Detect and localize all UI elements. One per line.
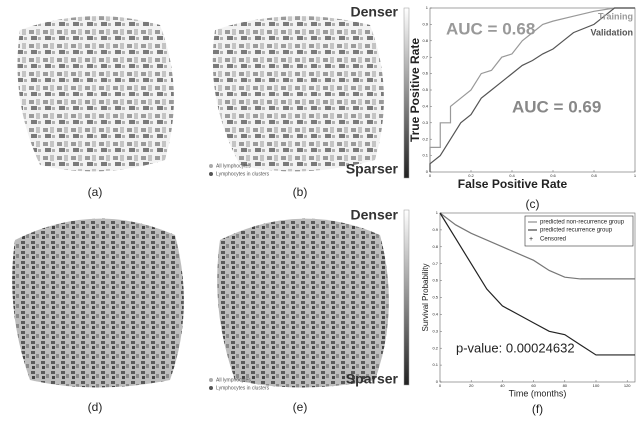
legend-text: Lymphocytes in clusters xyxy=(216,385,270,391)
legend-text: Censored xyxy=(540,237,566,243)
panel-label: (c) xyxy=(526,197,540,211)
y-tick-label: 0.3 xyxy=(422,120,428,125)
colorbar xyxy=(403,209,410,386)
x-tick-label: 1 xyxy=(634,173,637,178)
panel-label: (a) xyxy=(88,185,103,199)
y-tick-label: 0.8 xyxy=(432,244,438,249)
y-tick-label: 0.5 xyxy=(422,87,428,92)
y-tick-label: 0.9 xyxy=(432,227,438,232)
tissue-a xyxy=(17,16,174,172)
x-tick-label: 0.4 xyxy=(509,173,515,178)
annotation: p-value: 0.00024632 xyxy=(456,340,575,355)
tissue-images xyxy=(12,7,410,388)
y-tick-label: 0.7 xyxy=(432,261,438,266)
y-tick-label: 0.5 xyxy=(432,295,438,300)
legend-text: predicted recurrence group xyxy=(540,228,613,234)
y-tick-label: 0.2 xyxy=(422,136,428,141)
y-tick-label: 0.2 xyxy=(432,345,438,350)
x-axis-label: Time (months) xyxy=(509,388,567,398)
x-tick-label: 0.6 xyxy=(550,173,556,178)
panel-label: (f) xyxy=(532,402,543,416)
y-tick-label: 0.6 xyxy=(432,278,438,283)
legend-text: All lymphocytes xyxy=(216,163,251,169)
legend-text: Validation xyxy=(590,27,633,37)
y-tick-label: 0.1 xyxy=(422,153,428,158)
legend-text: predicted non-recurrence group xyxy=(540,220,625,226)
y-tick-label: 0.1 xyxy=(432,362,438,367)
y-axis-label: True Positive Rate xyxy=(408,38,422,142)
legend-box xyxy=(524,215,634,247)
legend-marker: + xyxy=(529,236,533,243)
tissue-d xyxy=(12,218,184,388)
y-tick-label: 0.4 xyxy=(432,311,438,316)
y-tick-label: 0.7 xyxy=(422,54,428,59)
x-tick-label: 0.2 xyxy=(468,173,474,178)
tissue-b xyxy=(212,16,384,172)
y-tick-label: 0.3 xyxy=(432,328,438,333)
x-tick-label: 80 xyxy=(563,383,568,388)
x-axis-label: False Positive Rate xyxy=(458,177,568,191)
y-axis-label: Survival Probability xyxy=(421,263,430,331)
density-bottom: Sparser xyxy=(346,161,399,177)
density-top: Denser xyxy=(351,207,399,223)
x-tick-label: 60 xyxy=(531,383,536,388)
y-tick-label: 0.4 xyxy=(422,103,428,108)
series-line xyxy=(439,212,635,280)
legend-text: All lymphocytes xyxy=(216,377,251,383)
x-tick-label: 100 xyxy=(593,383,600,388)
y-tick-label: 1 xyxy=(426,5,429,10)
panel-label: (b) xyxy=(293,185,308,199)
x-tick-label: 0 xyxy=(439,383,442,388)
tissue-e xyxy=(217,218,389,388)
series-line xyxy=(429,7,635,172)
panel-label: (e) xyxy=(293,400,308,414)
series-line xyxy=(439,212,635,356)
series-line xyxy=(429,7,635,172)
annotation: AUC = 0.68 xyxy=(446,19,535,38)
y-tick-label: 0.9 xyxy=(422,21,428,26)
x-tick-label: 0.8 xyxy=(591,173,597,178)
panel-label: (d) xyxy=(88,400,103,414)
y-tick-label: 0.6 xyxy=(422,71,428,76)
y-tick-label: 0 xyxy=(436,379,439,384)
legend-text: Lymphocytes in clusters xyxy=(216,171,270,177)
annotation: AUC = 0.69 xyxy=(512,97,601,116)
x-tick-label: 120 xyxy=(624,383,631,388)
density-bottom: Sparser xyxy=(346,371,399,387)
y-tick-label: 0 xyxy=(426,169,429,174)
x-tick-label: 40 xyxy=(500,383,505,388)
x-tick-label: 0 xyxy=(429,173,432,178)
colorbar xyxy=(403,7,410,179)
legend-text: Training xyxy=(598,11,633,21)
y-tick-label: 1 xyxy=(436,210,439,215)
y-tick-label: 0.8 xyxy=(422,38,428,43)
density-top: Denser xyxy=(351,4,399,20)
x-tick-label: 20 xyxy=(469,383,474,388)
